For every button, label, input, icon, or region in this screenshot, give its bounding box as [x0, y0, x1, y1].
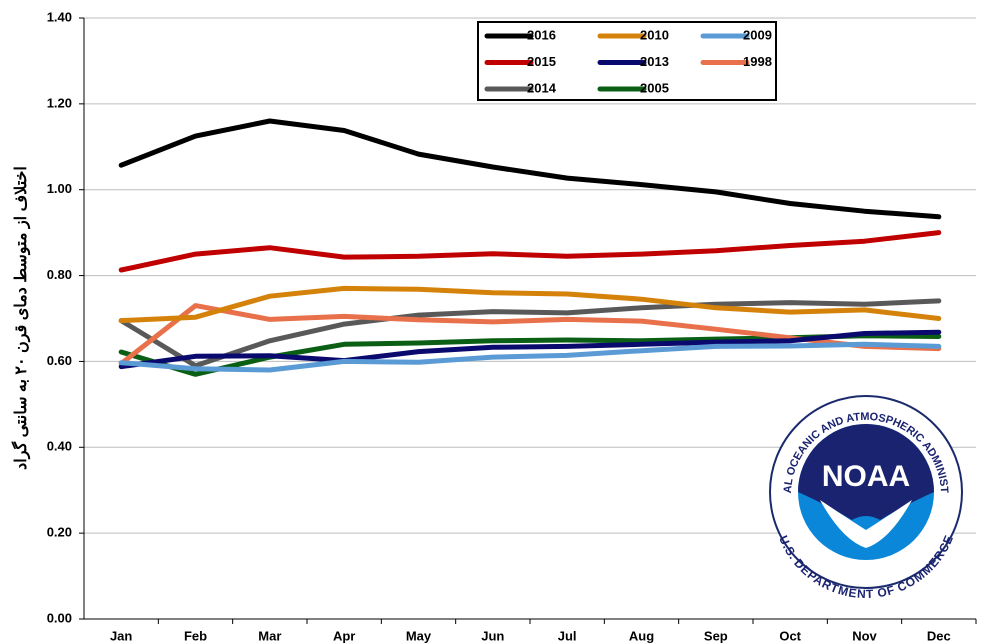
y-tick-label: 0.40 [47, 439, 72, 454]
line-series [118, 285, 942, 324]
x-tick-label: Aug [629, 628, 654, 643]
y-tick-label: 0.80 [47, 267, 72, 282]
logo-bird [820, 500, 912, 548]
x-tick-label: Sep [704, 628, 728, 643]
line-series [118, 298, 942, 369]
line-series [118, 329, 942, 370]
x-tick-label: Oct [779, 628, 801, 643]
y-tick-label: 0.20 [47, 525, 72, 540]
legend-label: 2014 [527, 80, 557, 95]
x-tick-label: Jun [481, 628, 504, 643]
line-series [118, 230, 942, 273]
legend-label: 2016 [527, 27, 556, 42]
y-tick-label: 0.00 [47, 610, 72, 625]
x-tick-label: Dec [927, 628, 951, 643]
logo-name: NOAA [822, 460, 910, 493]
legend-label: 2009 [743, 27, 772, 42]
x-tick-label: Apr [333, 628, 355, 643]
y-tick-label: 1.20 [47, 95, 72, 110]
x-tick-label: Jul [558, 628, 577, 643]
x-tick-label: Nov [852, 628, 877, 643]
x-tick-label: Jan [110, 628, 132, 643]
x-tick-label: Feb [184, 628, 207, 643]
legend-label: 1998 [743, 54, 772, 69]
line-series [118, 118, 942, 220]
legend-label: 2013 [640, 54, 669, 69]
x-tick-label: May [406, 628, 432, 643]
legend-label: 2015 [527, 54, 556, 69]
logo-top [798, 424, 934, 520]
y-tick-label: 1.00 [47, 181, 72, 196]
x-tick-label: Mar [258, 628, 281, 643]
y-tick-label: 0.60 [47, 353, 72, 368]
legend-label: 2010 [640, 27, 669, 42]
legend-label: 2005 [640, 80, 669, 95]
line-series [118, 341, 942, 373]
y-tick-label: 1.40 [47, 9, 72, 24]
y-axis-label: اختلاف از متوسط دمای قرن ۲۰ به سانتی گرا… [11, 166, 31, 470]
